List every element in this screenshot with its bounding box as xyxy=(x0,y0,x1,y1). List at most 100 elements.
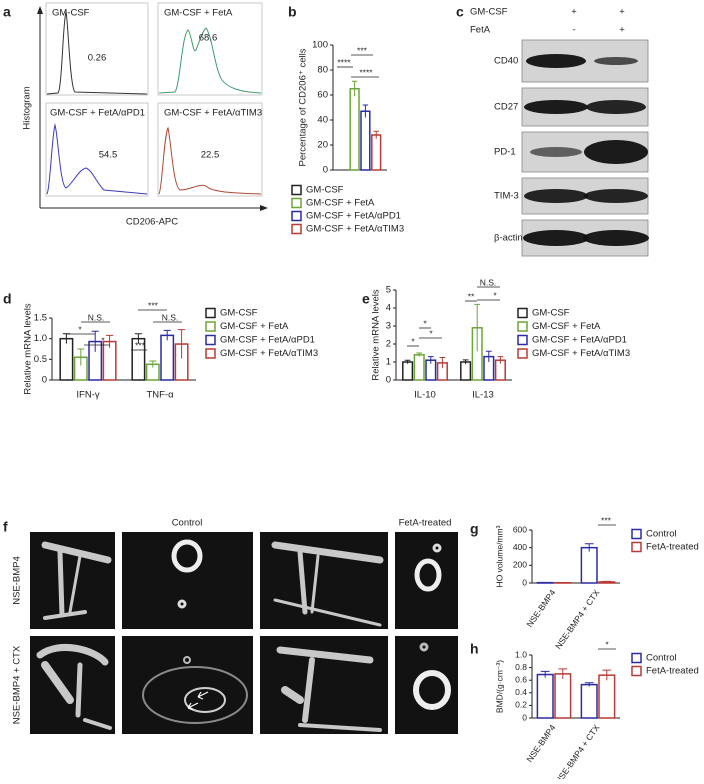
y-tick-label: 1 xyxy=(386,357,391,368)
significance-label: N.S. xyxy=(480,277,497,287)
legend-label: GM-CSF xyxy=(306,185,344,196)
panel-letter: a xyxy=(3,4,11,20)
x-tick-label: IL-10 xyxy=(414,390,436,401)
y-axis-title: HO volume/mm³ xyxy=(494,525,504,587)
legend-swatch xyxy=(632,530,641,539)
y-tick-label: 0 xyxy=(386,375,391,386)
y-tick-label: 20 xyxy=(317,140,328,151)
significance-label: ** xyxy=(468,291,475,301)
y-tick-label: 4 xyxy=(386,303,391,314)
y-tick-label: 0 xyxy=(522,577,527,587)
bar xyxy=(581,685,597,718)
y-axis-title: Relative mRNA levels xyxy=(371,289,382,381)
legend-label: GM-CSF xyxy=(220,308,258,319)
histogram-title: GM-CSF xyxy=(52,8,90,19)
legend-label: GM-CSF + FetA xyxy=(306,198,375,209)
legend-swatch xyxy=(206,322,215,331)
bone-render xyxy=(60,552,62,615)
lane-sign: + xyxy=(619,7,625,18)
legend-swatch xyxy=(292,186,301,195)
legend-label: FetA-treated xyxy=(646,666,699,677)
legend-swatch xyxy=(518,349,527,358)
column-header: Control xyxy=(172,518,203,529)
panel-letter: h xyxy=(470,641,479,657)
panel-letter: e xyxy=(362,291,370,307)
legend-label: Control xyxy=(646,529,677,540)
lane-sign: - xyxy=(572,25,575,36)
bar xyxy=(555,674,571,718)
legend-swatch xyxy=(632,543,641,552)
panel-letter: c xyxy=(456,4,464,20)
blot-band xyxy=(524,189,588,203)
blot-band xyxy=(594,57,638,65)
y-tick-label: 5 xyxy=(386,285,391,296)
legend-label: Control xyxy=(646,653,677,664)
y-tick-label: 40 xyxy=(317,115,328,126)
y-axis-title: BMD/(g·cm⁻³) xyxy=(494,660,504,713)
y-tick-label: 0.2 xyxy=(515,700,527,710)
y-tick-label: 60 xyxy=(317,90,328,101)
ct-image xyxy=(395,532,458,629)
legend-swatch xyxy=(206,349,215,358)
condition-label: GM-CSF xyxy=(470,7,508,18)
legend-label: FetA-treated xyxy=(646,542,699,553)
histogram-percent: 68.6 xyxy=(199,33,218,44)
protein-label: β-actin xyxy=(494,233,523,244)
panel-letter: f xyxy=(3,519,8,535)
histogram-percent: 0.26 xyxy=(88,53,107,64)
y-tick-label: 0 xyxy=(323,165,328,176)
y-tick-label: 1.0 xyxy=(515,649,527,659)
y-tick-label: 1.0 xyxy=(34,333,47,344)
significance-label: **** xyxy=(337,57,351,67)
row-label: NSE-BMP4 + CTX xyxy=(12,645,23,724)
bar xyxy=(60,339,72,380)
row-label: NSE-BMP4 xyxy=(12,556,23,605)
legend-label: GM-CSF + FetA xyxy=(532,321,601,332)
legend-label: GM-CSF + FetA xyxy=(220,321,289,332)
legend-swatch xyxy=(632,667,641,676)
significance-label: *** xyxy=(601,515,612,525)
column-header: FetA-treated xyxy=(399,518,452,529)
bar xyxy=(361,111,370,170)
histogram-title: GM-CSF + FetA/αTIM3 xyxy=(164,108,262,119)
legend-label: GM-CSF + FetA/αTIM3 xyxy=(306,224,404,235)
legend-swatch xyxy=(518,336,527,345)
y-tick-label: 3 xyxy=(386,321,391,332)
significance-label: *** xyxy=(357,45,368,55)
bone-render xyxy=(78,665,80,715)
blot-band xyxy=(523,230,589,246)
legend-label: GM-CSF + FetA/αTIM3 xyxy=(532,348,630,359)
y-tick-label: 0 xyxy=(522,712,527,722)
legend-swatch xyxy=(518,309,527,318)
y-axis-title: Percentage of CD206⁺ cells xyxy=(298,48,309,166)
y-tick-label: 0.5 xyxy=(34,354,47,365)
legend-label: GM-CSF + FetA/αPD1 xyxy=(306,211,401,222)
significance-label: **** xyxy=(359,67,373,77)
y-tick-label: 0.8 xyxy=(515,662,527,672)
legend-label: GM-CSF + FetA/αTIM3 xyxy=(220,348,318,359)
histogram-title: GM-CSF + FetA xyxy=(164,8,233,19)
bar xyxy=(161,335,173,380)
blot-band xyxy=(530,147,582,157)
legend-swatch xyxy=(292,225,301,234)
legend-label: GM-CSF + FetA/αPD1 xyxy=(220,335,315,346)
y-tick-label: 0.6 xyxy=(515,674,527,684)
bar xyxy=(403,362,413,380)
protein-label: CD40 xyxy=(494,56,518,67)
legend-swatch xyxy=(206,309,215,318)
significance-label: *** xyxy=(135,340,146,350)
y-tick-label: 0 xyxy=(42,375,47,386)
y-tick-label: 80 xyxy=(317,65,328,76)
axis-title: Histogram xyxy=(22,86,33,129)
bar xyxy=(461,362,471,380)
y-tick-label: 200 xyxy=(513,560,527,570)
blot-band xyxy=(584,140,648,164)
histogram-percent: 54.5 xyxy=(99,150,118,161)
protein-label: TIM-3 xyxy=(494,191,519,202)
legend-swatch xyxy=(632,654,641,663)
bar xyxy=(372,135,381,170)
lane-sign: + xyxy=(619,25,625,36)
legend-swatch xyxy=(206,336,215,345)
